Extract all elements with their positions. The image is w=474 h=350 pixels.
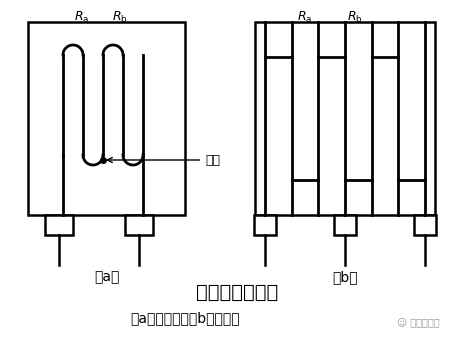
FancyBboxPatch shape bbox=[28, 22, 185, 215]
Text: $R_\mathrm{b}$: $R_\mathrm{b}$ bbox=[347, 9, 363, 25]
Text: 焊点: 焊点 bbox=[107, 154, 220, 167]
Text: ☺ 传感器技术: ☺ 传感器技术 bbox=[397, 317, 440, 327]
Text: $R_\mathrm{b}$: $R_\mathrm{b}$ bbox=[112, 9, 128, 25]
Text: （a）回线式；（b）短接式: （a）回线式；（b）短接式 bbox=[130, 311, 240, 325]
Text: （b）: （b） bbox=[332, 270, 358, 284]
FancyBboxPatch shape bbox=[254, 215, 276, 235]
FancyBboxPatch shape bbox=[125, 215, 153, 235]
FancyBboxPatch shape bbox=[45, 215, 73, 235]
Text: $R_\mathrm{a}$: $R_\mathrm{a}$ bbox=[74, 9, 90, 25]
Text: 金属丝式应变片: 金属丝式应变片 bbox=[196, 282, 278, 301]
FancyBboxPatch shape bbox=[414, 215, 436, 235]
FancyBboxPatch shape bbox=[334, 215, 356, 235]
Text: （a）: （a） bbox=[94, 270, 119, 284]
Text: $R_\mathrm{a}$: $R_\mathrm{a}$ bbox=[297, 9, 313, 25]
FancyBboxPatch shape bbox=[255, 22, 435, 215]
